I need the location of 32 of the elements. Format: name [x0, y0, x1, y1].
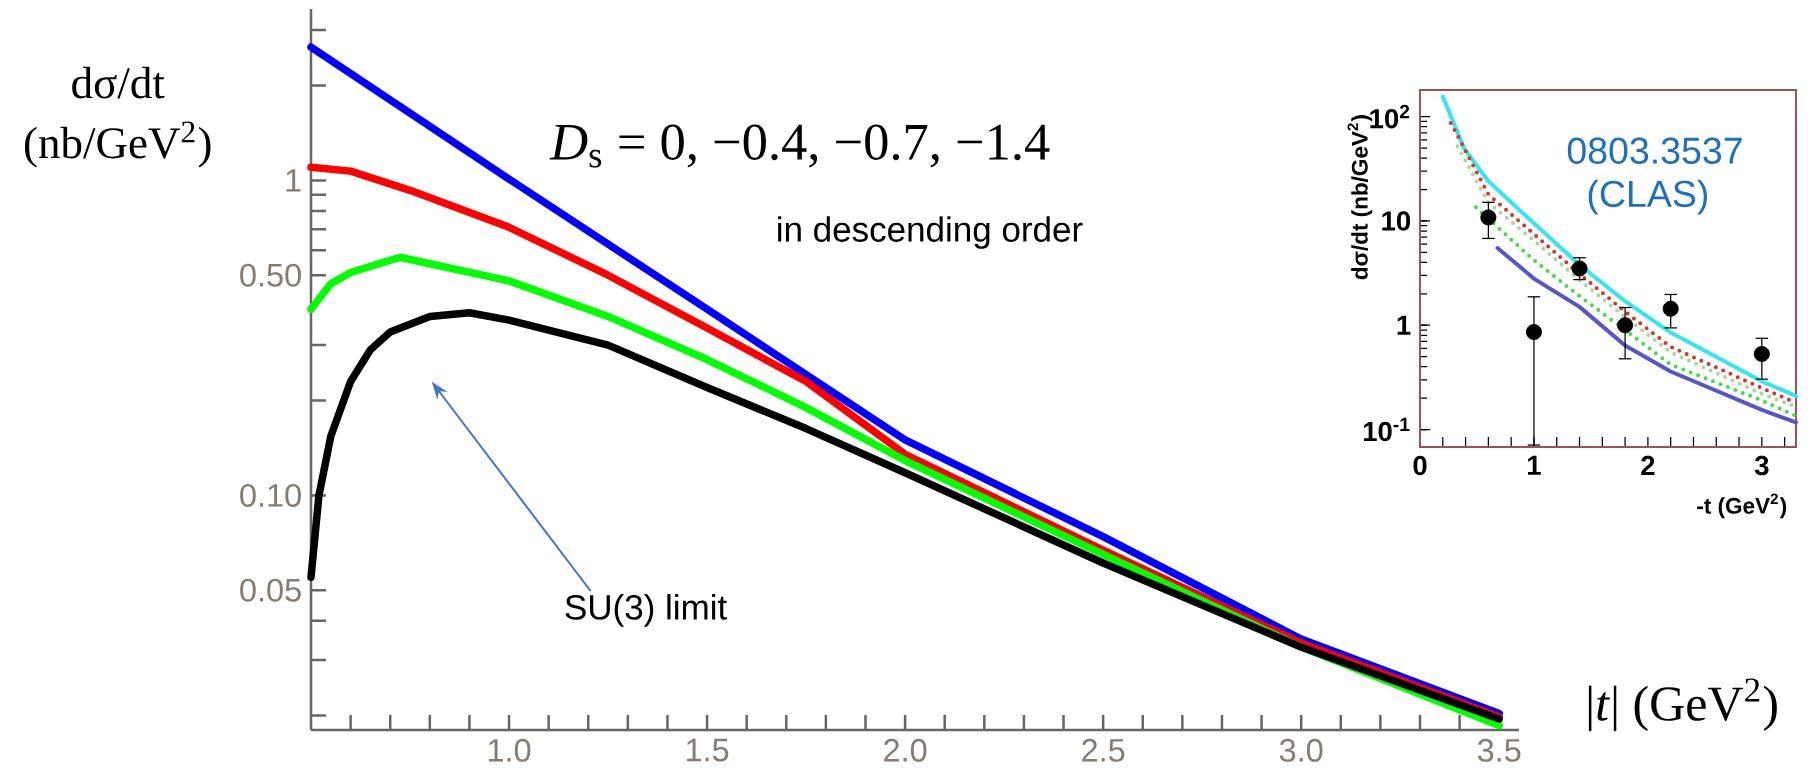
annotation: 0803.3537 — [1567, 137, 1742, 164]
x-tick-label: 2 — [1641, 455, 1655, 476]
y-tick-label: 0.10 — [240, 483, 301, 507]
y-tick-label: 10 — [1382, 211, 1411, 231]
y-tick-label: 1 — [286, 169, 301, 192]
x-tick-label: 0 — [1413, 455, 1427, 476]
x-axis-title: |t| (GeV$^{2}$) — [1588, 678, 1777, 732]
annotation: SU(3) limit — [565, 594, 727, 627]
point — [1571, 260, 1588, 277]
y-tick-label: 1 — [1397, 315, 1411, 335]
y-tick-label: 10$^{-1}$ — [1363, 417, 1410, 442]
x-tick-label: 1 — [1528, 455, 1541, 475]
annotation: D$_{s}$ = 0, −0.4, −0.7, −1.4 — [549, 124, 1050, 168]
x-tick-label: 1.0 — [488, 738, 531, 762]
x-tick-label: 3.0 — [1279, 738, 1323, 762]
x-tick-label: 1.5 — [686, 738, 729, 762]
x-tick-label: 2.5 — [1082, 738, 1125, 762]
point — [1753, 345, 1770, 362]
y-tick-label: 0.50 — [240, 263, 301, 287]
x-tick-label: 3 — [1754, 455, 1769, 476]
y-tick-label: 0.05 — [240, 578, 301, 602]
point — [1480, 209, 1497, 226]
annotation: (CLAS) — [1588, 179, 1707, 215]
x-tick-label: 3.5 — [1477, 738, 1521, 762]
x-tick-label: 2.0 — [884, 738, 927, 762]
x-axis-title: -t (GeV$^{2}$) — [1697, 493, 1787, 519]
y-axis-title: dσ/dt (nb/GeV$^{2}$) — [24, 66, 211, 168]
point — [1525, 324, 1542, 341]
point — [1617, 317, 1634, 334]
line-series — [1495, 246, 1799, 425]
annotation: in descending order — [778, 216, 1083, 249]
point — [1662, 300, 1679, 317]
